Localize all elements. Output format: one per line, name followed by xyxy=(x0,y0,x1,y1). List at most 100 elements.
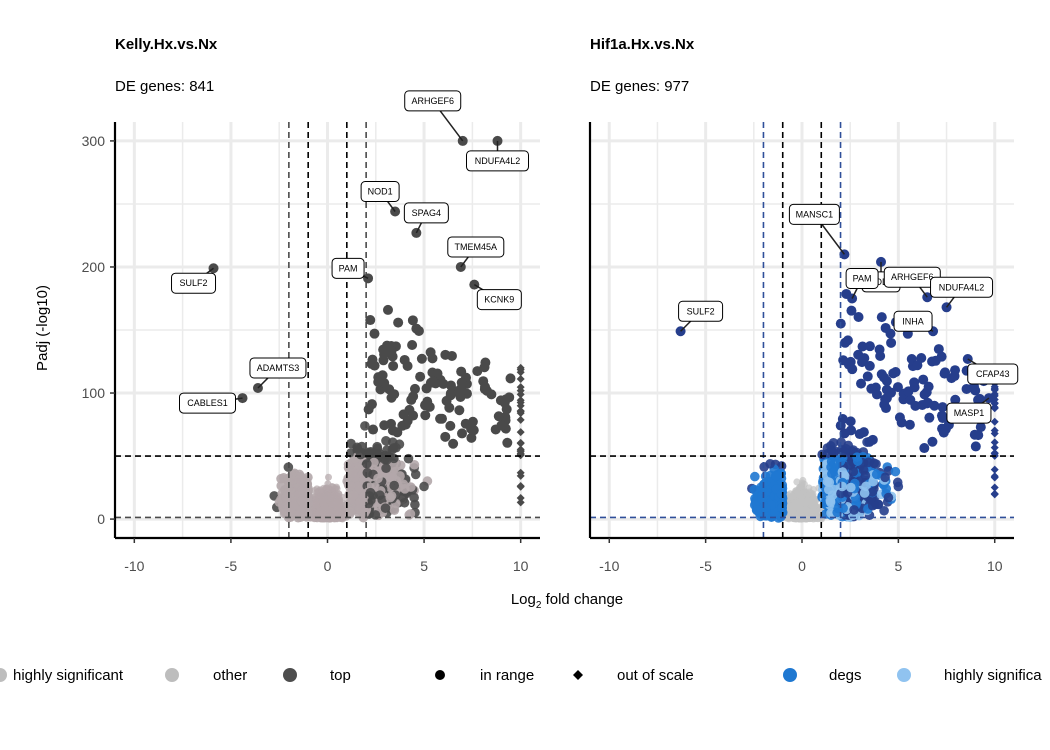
point-up-high xyxy=(875,350,886,361)
point-out-of-scale xyxy=(990,438,999,447)
point-up-high xyxy=(456,377,467,388)
point-out-of-scale xyxy=(990,465,999,474)
point-background xyxy=(333,501,341,509)
gene-label: TMEM45A xyxy=(455,242,498,252)
point-out-of-scale xyxy=(516,471,525,480)
point-up-high xyxy=(456,366,467,377)
point-down xyxy=(303,483,313,494)
gene-label-box xyxy=(360,181,400,203)
point-down xyxy=(749,484,760,495)
point-down xyxy=(296,496,307,506)
point-up-high xyxy=(480,357,491,368)
point-up-high xyxy=(427,353,438,364)
point-up-high xyxy=(393,317,404,328)
point-up-high xyxy=(467,416,478,427)
point-up xyxy=(883,492,894,503)
point-background xyxy=(319,509,327,517)
legend-key xyxy=(783,668,797,682)
point-up xyxy=(835,456,846,466)
point-up-high xyxy=(413,325,424,336)
point-up xyxy=(399,497,410,508)
point-up-high xyxy=(950,365,961,376)
gene-label-box xyxy=(476,289,522,311)
legend-key xyxy=(0,668,7,682)
point-up xyxy=(389,480,400,491)
x-tick-label: 0 xyxy=(324,558,332,574)
point-up-high xyxy=(445,388,456,399)
gene-label-box xyxy=(678,300,724,322)
point-down xyxy=(760,503,771,513)
point-out-of-scale xyxy=(516,386,525,395)
gene-label: NOD1 xyxy=(368,187,393,197)
point-up-high xyxy=(904,419,915,430)
x-tick-label: -10 xyxy=(124,558,144,574)
gene-label: CABLES1 xyxy=(187,398,228,408)
point-down xyxy=(299,474,310,485)
point-up-high xyxy=(937,413,948,424)
point-up xyxy=(345,480,356,491)
gene-label: ADAMTS3 xyxy=(257,363,300,373)
point-up xyxy=(828,438,839,448)
point-background xyxy=(326,506,334,514)
point-up-high xyxy=(876,369,887,380)
point-up-high xyxy=(933,344,944,355)
point-up-high xyxy=(446,350,457,361)
gene-label: ARHGEF6 xyxy=(891,272,934,282)
panel-title: Kelly.Hx.vs.Nx xyxy=(115,36,218,53)
point-up-high xyxy=(838,355,849,366)
point-out-of-scale xyxy=(516,415,525,424)
threshold-lines xyxy=(590,122,1014,538)
point-up xyxy=(360,421,370,431)
point-background xyxy=(318,498,326,506)
point-up-high xyxy=(927,436,938,447)
point-up xyxy=(881,484,892,494)
point-up xyxy=(419,481,429,492)
x-tick-label: 10 xyxy=(513,558,529,574)
point-up xyxy=(386,491,397,501)
axes: -10 -5 0 5 10 xyxy=(588,122,1014,574)
point-up-high xyxy=(363,404,374,415)
point-up-high xyxy=(903,386,914,397)
point-background xyxy=(324,485,332,493)
point-up-high xyxy=(365,315,376,326)
point-up-high xyxy=(505,373,516,384)
point-down xyxy=(770,507,780,518)
point-up-high xyxy=(846,425,857,436)
gene-label: NDUFA4L2 xyxy=(475,156,521,166)
point-background xyxy=(793,478,801,486)
point-up-high xyxy=(912,360,923,371)
x-tick-label: 5 xyxy=(894,558,902,574)
point-up xyxy=(829,467,840,477)
point-out-of-scale xyxy=(516,407,525,416)
point-up-high xyxy=(369,328,380,339)
gene-label: NOD1 xyxy=(869,277,894,287)
legend-label: out of scale xyxy=(617,667,694,684)
point-up xyxy=(837,481,848,492)
panel-hif1a: Hif1a.Hx.vs.Nx DE genes: 977 MANSC1 NOD1A… xyxy=(588,36,1019,574)
gene-label: KCNK9 xyxy=(484,295,514,305)
point-up xyxy=(826,445,837,456)
point-up xyxy=(852,452,862,462)
point-up-high xyxy=(382,340,393,351)
point-up-high xyxy=(937,402,948,413)
point-up-high xyxy=(422,396,433,407)
point-up xyxy=(365,487,376,498)
point-up-high xyxy=(876,312,887,323)
panel-subtitle: DE genes: 977 xyxy=(590,78,689,95)
point-up xyxy=(893,481,904,492)
point-out-of-scale xyxy=(516,493,525,502)
panel-subtitle: DE genes: 841 xyxy=(115,78,214,95)
point-up-high xyxy=(415,371,426,382)
point-out-of-scale xyxy=(990,473,999,482)
point-background xyxy=(797,515,805,523)
point-up-high xyxy=(930,355,941,366)
point-up xyxy=(409,492,419,503)
point-background xyxy=(332,483,340,491)
point-up-high xyxy=(890,367,901,378)
point-out-of-scale xyxy=(990,483,999,492)
x-tick-label: -5 xyxy=(225,558,238,574)
gene-label-box xyxy=(466,150,529,172)
point-up-high xyxy=(862,371,873,382)
point-out-of-scale xyxy=(516,428,525,437)
